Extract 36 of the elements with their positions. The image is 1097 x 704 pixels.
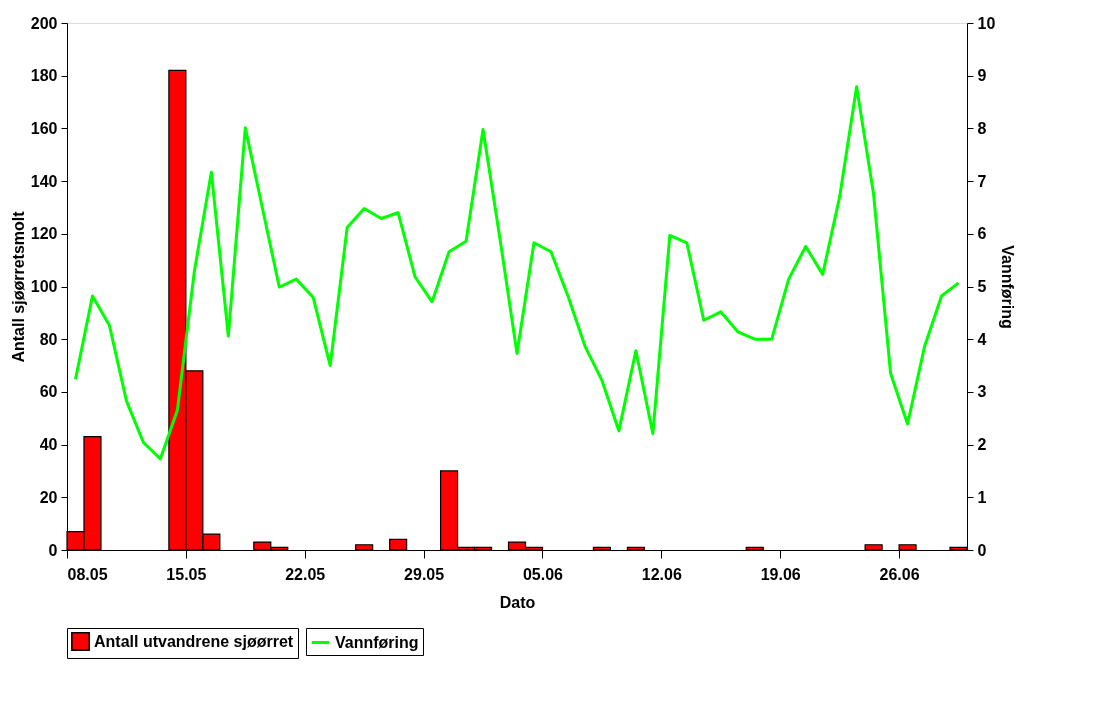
x-axis-title: Dato <box>499 593 536 611</box>
y-tick-label: 0 <box>48 541 58 559</box>
y2-tick-label: 3 <box>977 383 987 401</box>
line-series <box>73 85 961 461</box>
x-tick-label: 12.06 <box>641 565 682 583</box>
y2-tick-label: 10 <box>977 14 996 32</box>
legend-label: Vannføring <box>335 633 419 651</box>
y-axis-title: Antall sjøørretsmolt <box>9 210 27 363</box>
legend-label: Antall utvandrene sjøørret <box>94 632 294 650</box>
y-tick-label: 160 <box>30 119 58 137</box>
y-tick-label: 200 <box>30 14 58 32</box>
y2-tick-label: 0 <box>977 541 987 559</box>
y-tick-label: 20 <box>39 488 58 506</box>
y2-tick-label: 8 <box>977 119 987 137</box>
x-tick-label: 19.06 <box>760 565 801 583</box>
y2-tick-label: 9 <box>977 67 987 85</box>
y-tick-label: 100 <box>30 278 58 295</box>
y-tick-label: 60 <box>39 383 58 401</box>
x-tick-label: 26.06 <box>879 565 920 583</box>
y-tick-label: 80 <box>39 330 58 348</box>
y2-tick-label: 2 <box>977 436 987 454</box>
y-tick-label: 140 <box>30 172 58 190</box>
x-tick-label: 05.06 <box>522 565 564 583</box>
x-tick-label: 29.05 <box>404 565 445 583</box>
y-tick-label: 40 <box>39 436 58 454</box>
y-tick-label: 180 <box>30 67 58 85</box>
y2-tick-label: 7 <box>977 172 987 190</box>
y-tick-label: 120 <box>30 225 58 243</box>
y2-axis-title: Vannføring <box>999 245 1017 329</box>
x-tick-label: 15.05 <box>166 565 207 583</box>
y2-tick-label: 1 <box>977 488 987 506</box>
y2-tick-label: 4 <box>977 330 987 348</box>
x-tick-label: 08.05 <box>67 565 108 583</box>
x-tick-label: 22.05 <box>285 565 326 583</box>
y2-tick-label: 5 <box>977 278 987 295</box>
y2-tick-label: 6 <box>977 225 987 243</box>
